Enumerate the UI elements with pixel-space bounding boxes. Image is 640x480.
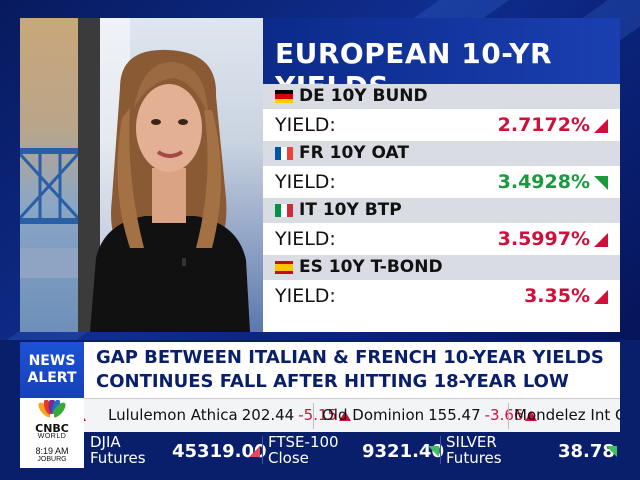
down-arrow-icon — [339, 411, 352, 421]
spain-flag — [275, 261, 293, 274]
news-alert-line1: NEWS — [28, 353, 76, 369]
bond-name: FR 10Y OAT — [299, 143, 409, 163]
ticker-item: Old Dominion 155.47 -3.66 — [322, 406, 538, 424]
down-arrow-icon — [525, 411, 538, 421]
anchor-video — [20, 18, 263, 332]
index-name: DJIA Futures — [90, 434, 146, 466]
yield-label: YIELD: — [275, 114, 336, 136]
down-arrow-icon — [606, 446, 617, 457]
ticker-item: Lululemon Athica 202.44 -5.15 — [108, 406, 352, 424]
index-ftse: FTSE-100 Close 9321.40 — [262, 432, 444, 468]
ticker-name: Lululemon Athica — [108, 406, 238, 424]
up-arrow-icon — [594, 119, 608, 133]
index-name-line2: Close — [268, 449, 309, 467]
news-headline: GAP BETWEEN ITALIAN & FRENCH 10-YEAR YIE… — [84, 342, 620, 398]
index-value: 38.78 — [558, 441, 615, 462]
news-anchor — [90, 49, 250, 332]
germany-flag — [275, 90, 293, 103]
index-name-line1: FTSE-100 — [268, 433, 339, 451]
news-alert-line2: ALERT — [27, 370, 77, 386]
up-arrow-icon — [594, 290, 608, 304]
ticker-item — [84, 406, 86, 424]
yield-label: YIELD: — [275, 171, 336, 193]
yield-value: 3.5997% — [497, 228, 590, 250]
bond-header-de: DE 10Y BUND — [263, 84, 620, 109]
yields-panel: EUROPEAN 10-YR YIELDS DE 10Y BUND YIELD:… — [263, 18, 620, 332]
bond-header-it: IT 10Y BTP — [263, 198, 620, 223]
index-value: 9321.40 — [362, 441, 444, 462]
up-arrow-icon — [594, 233, 608, 247]
yield-value: 3.35% — [524, 285, 590, 307]
stock-ticker: Lululemon Athica 202.44 -5.15 Old Dominion… — [84, 398, 620, 432]
index-name-line1: DJIA — [90, 433, 121, 451]
yield-value: 3.4928% — [497, 171, 590, 193]
italy-flag — [275, 204, 293, 217]
index-name: SILVER Futures — [446, 434, 502, 466]
headline-line2: CONTINUES FALL AFTER HITTING 18-YEAR LOW — [96, 371, 569, 392]
yield-row-fr: YIELD: 3.4928% — [263, 166, 620, 198]
yield-row-de: YIELD: 2.7172% — [263, 109, 620, 141]
logo-name: CNBC — [35, 422, 69, 435]
local-city: JOBURG — [37, 456, 67, 463]
index-silver: SILVER Futures 38.78 — [440, 432, 620, 468]
ticker-price: 155.47 — [428, 406, 481, 424]
index-name-line1: SILVER — [446, 433, 497, 451]
down-arrow-icon — [428, 446, 439, 457]
bond-name: IT 10Y BTP — [299, 200, 402, 220]
yields-table: DE 10Y BUND YIELD: 2.7172% FR 10Y OAT YI… — [263, 84, 620, 332]
ticker-divider — [313, 403, 314, 429]
ticker-change: -5.15 — [298, 406, 338, 424]
yield-label: YIELD: — [275, 228, 336, 250]
yield-row-it: YIELD: 3.5997% — [263, 223, 620, 255]
logo-sub: WORLD — [37, 433, 67, 440]
yield-value: 2.7172% — [497, 114, 590, 136]
ticker-price: 202.44 — [241, 406, 295, 424]
france-flag — [275, 147, 293, 160]
cnbc-logo: CNBC WORLD 8:19 AM JOBURG — [20, 398, 84, 468]
local-time: 8:19 AM — [35, 446, 69, 456]
index-bar: DJIA Futures 45319.00 FTSE-100 Close 932… — [84, 432, 620, 468]
ticker-change: -3.66 — [484, 406, 524, 424]
index-name-line2: Futures — [446, 449, 502, 467]
index-value: 45319.00 — [172, 441, 267, 462]
yield-label: YIELD: — [275, 285, 336, 307]
ticker-name: Old Dominion — [322, 406, 425, 424]
ticker-name: Mondelez Int Cla — [514, 406, 620, 424]
peacock-icon — [38, 400, 66, 422]
index-divider — [262, 436, 263, 464]
down-arrow-icon — [84, 411, 86, 421]
news-alert-badge: NEWS ALERT — [20, 342, 84, 398]
index-name-line2: Futures — [90, 449, 146, 467]
yield-row-es: YIELD: 3.35% — [263, 280, 620, 312]
yields-title: EUROPEAN 10-YR YIELDS — [263, 18, 620, 103]
ticker-item: Mondelez Int Cla — [514, 406, 620, 424]
index-divider — [440, 436, 441, 464]
down-arrow-icon — [594, 176, 608, 190]
index-djia: DJIA Futures 45319.00 — [84, 432, 267, 468]
studio-window — [20, 18, 78, 332]
headline-line1: GAP BETWEEN ITALIAN & FRENCH 10-YEAR YIE… — [96, 347, 604, 368]
index-name: FTSE-100 Close — [268, 434, 339, 466]
studio-pillar — [78, 18, 100, 332]
up-arrow-icon — [249, 446, 260, 457]
bond-name: ES 10Y T-BOND — [299, 257, 443, 277]
ticker-divider — [508, 403, 509, 429]
bond-header-fr: FR 10Y OAT — [263, 141, 620, 166]
bond-header-es: ES 10Y T-BOND — [263, 255, 620, 280]
bridge-graphic — [20, 148, 78, 278]
bond-name: DE 10Y BUND — [299, 86, 428, 106]
